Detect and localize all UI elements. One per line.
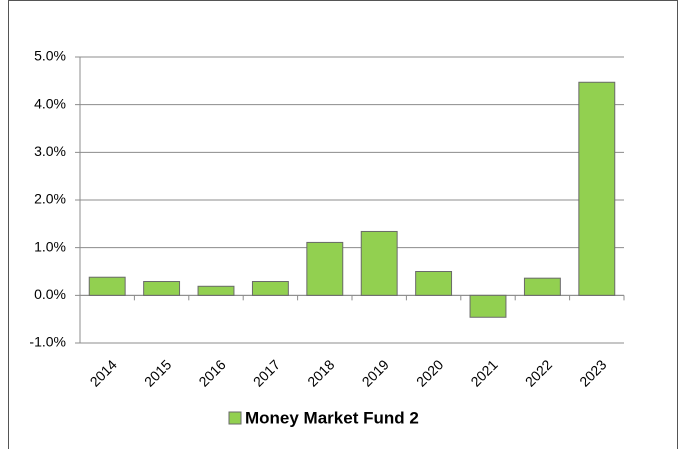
bar [523, 277, 561, 296]
bar [415, 271, 453, 296]
bar [578, 81, 616, 296]
x-tick-label: 2017 [250, 356, 283, 389]
legend-label: Money Market Fund 2 [245, 408, 419, 427]
y-tick-label: 2.0% [34, 191, 66, 207]
x-tick-label: 2019 [359, 356, 392, 389]
y-tick-label: 1.0% [34, 238, 66, 254]
bar [143, 281, 181, 296]
bar [469, 294, 507, 318]
bar [360, 230, 398, 296]
x-tick-label: 2023 [576, 356, 609, 389]
y-tick-label: 5.0% [34, 48, 66, 64]
legend-swatch [228, 411, 242, 425]
y-tick-label: 0.0% [34, 286, 66, 302]
x-tick-label: 2022 [522, 356, 555, 389]
x-tick-label: 2018 [304, 356, 337, 389]
bar [306, 241, 344, 296]
chart-frame [8, 0, 678, 449]
x-tick-label: 2014 [87, 356, 120, 389]
y-tick-label: 4.0% [34, 95, 66, 111]
x-tick-label: 2021 [467, 356, 500, 389]
bar [197, 285, 235, 296]
x-tick-label: 2015 [141, 356, 174, 389]
bar [88, 276, 126, 296]
y-tick-label: 3.0% [34, 143, 66, 159]
x-tick-label: 2020 [413, 356, 446, 389]
bar [251, 281, 289, 296]
y-tick-label: -1.0% [29, 334, 66, 350]
x-tick-label: 2016 [195, 356, 228, 389]
